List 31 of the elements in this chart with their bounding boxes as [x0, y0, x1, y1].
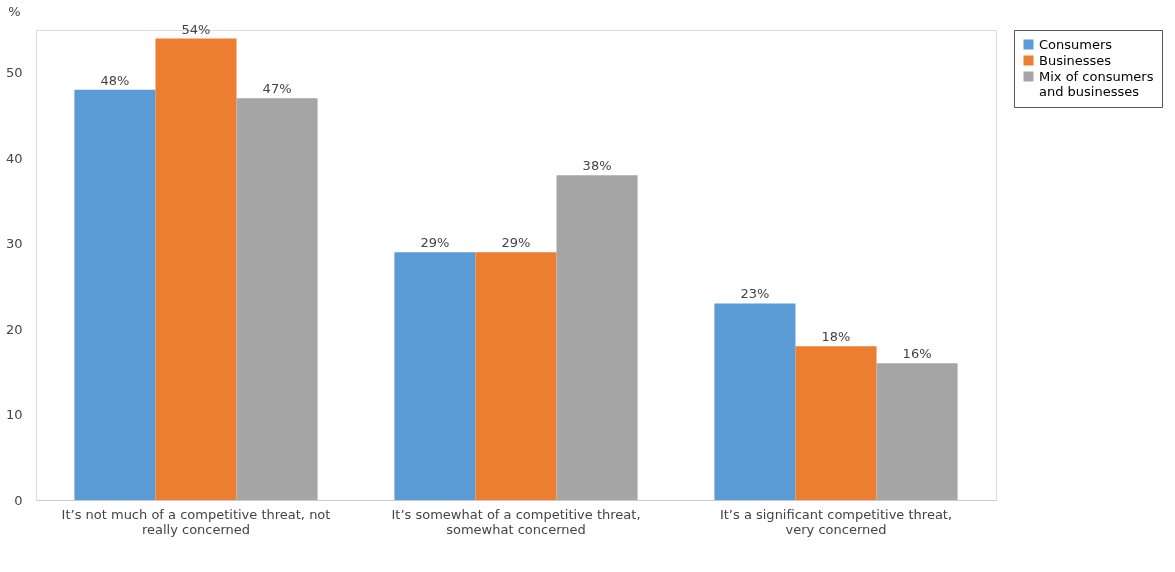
data-label: 38%	[582, 158, 612, 174]
data-label: 47%	[262, 81, 292, 97]
y-tick-label: 40	[5, 150, 23, 166]
legend-label: Consumers	[1039, 36, 1113, 52]
bar	[236, 98, 318, 500]
data-label: 54%	[181, 21, 211, 37]
bar	[556, 175, 638, 500]
y-tick-label: 10	[5, 407, 23, 423]
y-axis-title: %	[8, 3, 21, 19]
bar	[74, 89, 156, 500]
data-label: 16%	[902, 346, 932, 362]
x-tick-label: It’s somewhat of a competitive threat, somewhat concerned	[391, 506, 641, 537]
y-tick-label: 0	[14, 492, 23, 508]
bar	[475, 252, 557, 500]
data-label: 18%	[821, 329, 851, 345]
bar	[714, 303, 796, 500]
data-label: 29%	[420, 235, 450, 251]
legend-label: Businesses	[1039, 52, 1112, 68]
data-label: 48%	[100, 72, 130, 88]
legend-label: Mix of consumers and businesses	[1039, 68, 1154, 99]
bar	[394, 252, 476, 500]
y-tick-label: 20	[5, 321, 23, 337]
bar	[876, 363, 958, 500]
data-label: 23%	[740, 286, 770, 302]
bar	[155, 38, 237, 500]
data-label: 29%	[501, 235, 531, 251]
y-tick-label: 30	[5, 236, 23, 252]
x-tick-label: It’s not much of a competitive threat, not really concerned	[61, 506, 331, 537]
y-tick-label: 50	[5, 65, 23, 81]
bar	[795, 346, 877, 500]
x-tick-label: It’s a significant competitive threat, very concerned	[719, 506, 953, 537]
